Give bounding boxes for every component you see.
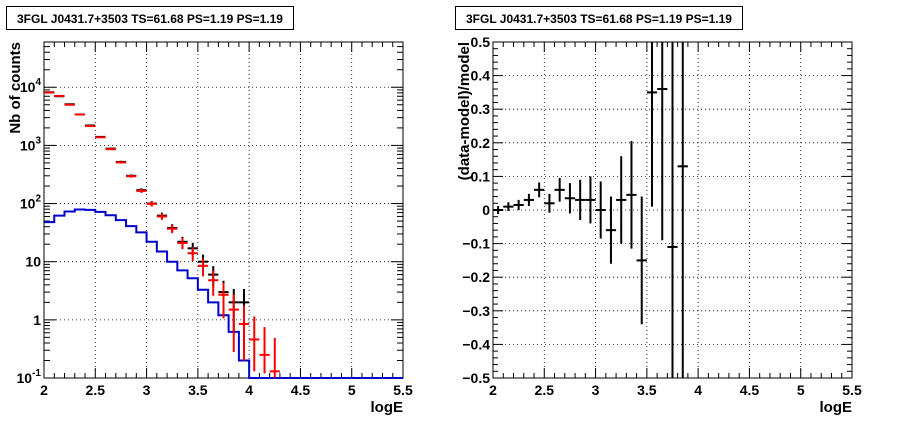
y-tick-label: −0.3 — [462, 303, 490, 319]
residuals-panel: 3FGL J0431.7+3503 TS=61.68 PS=1.19 PS=1.… — [449, 0, 898, 421]
residual-point — [646, 42, 658, 207]
model-point — [146, 201, 157, 207]
y-tick-label: 103 — [20, 135, 42, 153]
residual-point — [626, 141, 637, 249]
x-tick-label: 4.5 — [291, 382, 311, 398]
model-point — [238, 305, 250, 361]
model-point — [126, 174, 137, 178]
model-point — [167, 224, 178, 234]
x-tick-label: 5.5 — [393, 382, 413, 398]
y-axis-label: (data-model)/model — [456, 42, 473, 180]
model-point — [95, 136, 106, 139]
y-tick-label: 0.5 — [471, 34, 491, 50]
y-tick-label: 0.1 — [471, 168, 491, 184]
y-axis-label: Nb of counts — [7, 42, 24, 134]
x-tick-label: 2 — [40, 382, 48, 398]
residual-point — [636, 196, 647, 325]
y-tick-label: 10-1 — [17, 368, 42, 386]
x-tick-label: 4 — [694, 382, 702, 398]
counts-panel: 3FGL J0431.7+3503 TS=61.68 PS=1.19 PS=1.… — [6, 6, 413, 416]
residual-point — [667, 42, 678, 378]
model-point — [74, 113, 86, 116]
counts-chart-title: 3FGL J0431.7+3503 TS=61.68 PS=1.19 PS=1.… — [6, 6, 294, 30]
x-tick-label: 5 — [797, 382, 805, 398]
model-point — [259, 327, 270, 374]
source-model-histogram — [44, 208, 403, 379]
model-point — [218, 282, 229, 319]
x-tick-label: 5.5 — [842, 382, 862, 398]
model-point — [187, 247, 198, 261]
x-axis-label: logE — [820, 399, 853, 416]
y-tick-label: 1 — [33, 312, 41, 328]
model-point — [54, 94, 65, 97]
x-tick-label: 3 — [143, 382, 151, 398]
residual-point — [523, 193, 535, 206]
residual-point — [595, 181, 606, 239]
y-tick-label: −0.2 — [462, 269, 490, 285]
x-axis-label: logE — [371, 399, 404, 416]
x-tick-label: 5 — [348, 382, 356, 398]
x-tick-label: 2.5 — [86, 382, 106, 398]
y-tick-label: 104 — [20, 77, 42, 95]
y-tick-label: 102 — [20, 194, 42, 212]
model-point — [197, 258, 209, 277]
model-point — [208, 270, 219, 296]
residual-point — [605, 196, 617, 264]
x-tick-label: 4.5 — [740, 382, 760, 398]
x-tick-label: 2 — [489, 382, 497, 398]
residual-point — [513, 199, 524, 210]
model-point — [156, 213, 168, 220]
y-tick-label: −0.4 — [462, 336, 490, 352]
model-point — [177, 237, 188, 250]
x-tick-label: 2.5 — [535, 382, 555, 398]
residual-point — [544, 193, 555, 213]
residual-point — [616, 156, 627, 244]
residual-point — [554, 178, 565, 202]
residual-point — [564, 183, 576, 214]
model-point — [269, 337, 280, 378]
residual-point — [657, 42, 668, 241]
x-tick-label: 3 — [592, 382, 600, 398]
y-tick-label: 0.4 — [471, 68, 491, 84]
y-tick-label: −0.5 — [462, 370, 490, 386]
model-point — [228, 294, 239, 352]
model-point — [136, 188, 147, 193]
residual-point — [493, 205, 504, 215]
residual-point — [677, 42, 688, 378]
y-tick-label: −0.1 — [462, 236, 490, 252]
model-point — [44, 91, 55, 94]
y-tick-label: 10 — [25, 254, 41, 270]
plot-frame — [43, 41, 404, 379]
residual-point — [534, 182, 545, 198]
x-tick-label: 4 — [245, 382, 253, 398]
x-tick-label: 3.5 — [188, 382, 208, 398]
model-point — [105, 148, 116, 151]
residual-point — [585, 176, 596, 224]
model-point — [64, 103, 75, 106]
x-tick-label: 3.5 — [637, 382, 657, 398]
y-tick-label: 0.2 — [471, 135, 491, 151]
residual-point — [575, 179, 586, 221]
model-point — [85, 125, 96, 128]
y-tick-label: 0.3 — [471, 101, 491, 117]
model-point — [249, 316, 260, 372]
residual-point — [503, 202, 514, 212]
y-tick-label: 0 — [482, 202, 490, 218]
model-point — [115, 161, 127, 164]
residuals-chart-title: 3FGL J0431.7+3503 TS=61.68 PS=1.19 PS=1.… — [455, 6, 743, 30]
